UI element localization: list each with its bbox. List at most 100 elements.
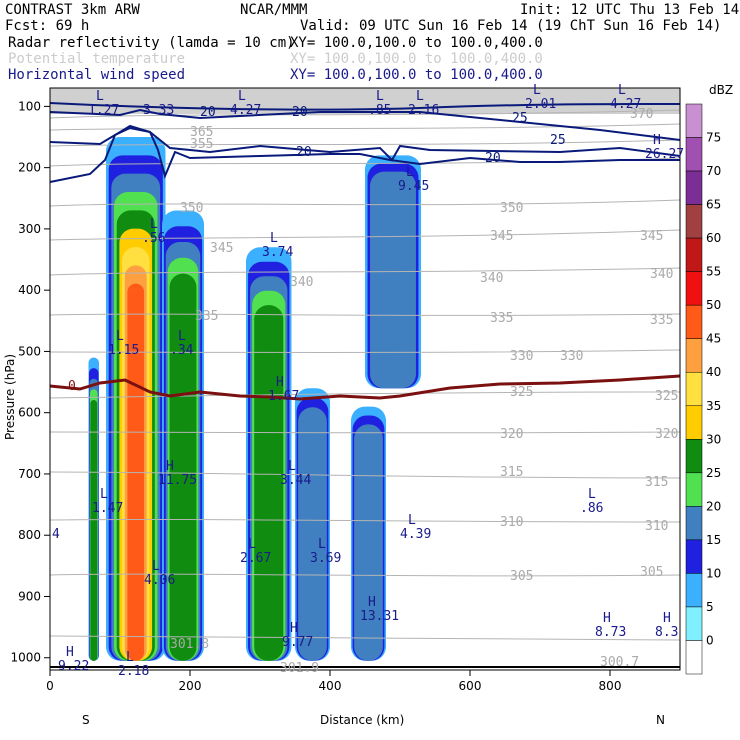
extremum-kind: L — [116, 329, 124, 344]
colorbar-swatch-40 — [685, 338, 703, 373]
colorbar-swatch-65 — [685, 170, 703, 205]
extremum-kind: L — [152, 559, 160, 574]
colorbar-swatch-below — [685, 640, 703, 675]
theta-label: 335 — [195, 309, 218, 324]
extremum-marker: L4.27 — [230, 89, 261, 118]
extremum-kind: L — [96, 89, 104, 104]
extremum-marker: H1.67 — [268, 375, 299, 404]
extremum-kind: L — [408, 513, 416, 528]
wind-contour-labels: 20 20 20 25 20 25 — [200, 105, 566, 166]
extremum-value: 3.33 — [143, 103, 174, 118]
theta-label: 365 — [190, 125, 213, 140]
axes: 0 200 400 600 800100200300400500600700800900… — [10, 99, 621, 693]
extremum-kind: L — [100, 487, 108, 502]
extrema-labels: L1.27 3.33L4.27L.85L2.16L2.01L4.27H26.27L… — [52, 83, 684, 679]
y-tick-label-800: 800 — [18, 528, 41, 542]
y-tick-label-600: 600 — [18, 406, 41, 420]
theta-label: 325 — [655, 389, 678, 404]
colorbar-label-55: 55 — [706, 265, 721, 279]
theta-label: 300.7 — [600, 655, 639, 670]
colorbar-label-70: 70 — [706, 164, 721, 178]
extremum-value: 2.16 — [408, 103, 439, 118]
colorbar-label-75: 75 — [706, 131, 721, 145]
y-tick-label-500: 500 — [18, 344, 41, 358]
colorbar-swatch-5 — [685, 573, 703, 608]
extremum-marker: H26.27 — [645, 133, 684, 162]
field3-name: Horizontal wind speed — [8, 67, 185, 83]
theta-label: 330 — [510, 349, 533, 364]
colorbar-swatch-70 — [685, 137, 703, 172]
extremum-value: 3.69 — [310, 551, 341, 566]
theta-label: 315 — [645, 475, 668, 490]
extremum-marker: L.56 — [142, 217, 165, 246]
extremum-value: 4.27 — [610, 97, 641, 112]
extremum-kind: H — [653, 133, 661, 148]
theta-label: 335 — [650, 313, 673, 328]
colorbar-swatch-45 — [685, 304, 703, 339]
colorbar-label-35: 35 — [706, 399, 721, 413]
extremum-value: .56 — [142, 231, 165, 246]
colorbar-swatch-30 — [685, 405, 703, 440]
field1-xy: XY= 100.0,100.0 to 100.0,400.0 — [290, 35, 543, 51]
extremum-kind: L — [248, 537, 256, 552]
reflectivity-cell-2-25 — [169, 273, 197, 661]
extremum-marker: L2.16 — [408, 89, 439, 118]
extremum-value: 3.74 — [262, 245, 293, 260]
y-tick-label-100: 100 — [18, 99, 41, 113]
theta-label: 345 — [210, 241, 233, 256]
extremum-value: 9.45 — [398, 179, 429, 194]
y-tick-label-200: 200 — [18, 161, 41, 175]
theta-label: 335 — [490, 311, 513, 326]
reflectivity-cell-6-15 — [370, 171, 416, 389]
extremum-marker: L3.44 — [280, 459, 311, 488]
extremum-kind: L — [376, 89, 384, 104]
theta-label: 340 — [650, 267, 673, 282]
extremum-kind: L — [406, 165, 414, 180]
x-axis-title: Distance (km) — [320, 713, 404, 727]
extremum-kind: H — [603, 611, 611, 626]
extremum-value: 3.44 — [280, 473, 311, 488]
extremum-marker: L4.39 — [400, 513, 431, 542]
theta-label: 320 — [655, 427, 678, 442]
field2-xy: XY= 100.0,100.0 to 100.0,400.0 — [290, 51, 543, 67]
extremum-marker: L1.47 — [92, 487, 123, 516]
extremum-kind: L — [618, 83, 626, 98]
colorbar-swatch-75 — [685, 103, 703, 138]
wind-contour-label: 20 — [296, 145, 312, 160]
colorbar-label-60: 60 — [706, 231, 721, 245]
extremum-marker: H8.73 — [595, 611, 626, 640]
extremum-value: 9.22 — [58, 659, 89, 674]
reflectivity-cell-4-15 — [298, 407, 327, 661]
extremum-value: .86 — [580, 501, 603, 516]
colorbar-swatch-15 — [685, 506, 703, 541]
theta-label: 305 — [510, 569, 533, 584]
extremum-marker: H13.31 — [360, 595, 399, 624]
org-title: NCAR/MMM — [240, 2, 307, 18]
extremum-kind: L — [150, 217, 158, 232]
reflectivity-cell-5-15 — [354, 424, 383, 661]
extremum-kind: L — [270, 231, 278, 246]
extremum-marker: H9.77 — [282, 621, 313, 650]
north-label: N — [656, 713, 665, 727]
extremum-kind: L — [318, 537, 326, 552]
theta-label: 330 — [560, 349, 583, 364]
y-tick-label-1000: 1000 — [10, 651, 41, 665]
colorbar-unit: dBZ — [709, 83, 733, 97]
colorbar-label-20: 20 — [706, 499, 721, 513]
init-time: Init: 12 UTC Thu 13 Feb 14 — [520, 2, 739, 18]
field3-xy: XY= 100.0,100.0 to 100.0,400.0 — [290, 67, 543, 83]
colorbar-swatch-10 — [685, 539, 703, 574]
freezing-level-label: 0 — [68, 379, 76, 394]
wind-contour-label: 25 — [550, 133, 566, 148]
extremum-marker: L2.01 — [525, 83, 556, 112]
extremum-kind: H — [368, 595, 376, 610]
extremum-marker: L2.67 — [240, 537, 271, 566]
extremum-marker: L1.15 — [108, 329, 139, 358]
freezing-level-line — [49, 374, 681, 401]
extremum-marker: L3.74 — [262, 231, 293, 260]
extremum-value: .34 — [170, 343, 194, 358]
extremum-kind: L — [416, 89, 424, 104]
extremum-kind: H — [290, 621, 298, 636]
extremum-value: 26.27 — [645, 147, 684, 162]
